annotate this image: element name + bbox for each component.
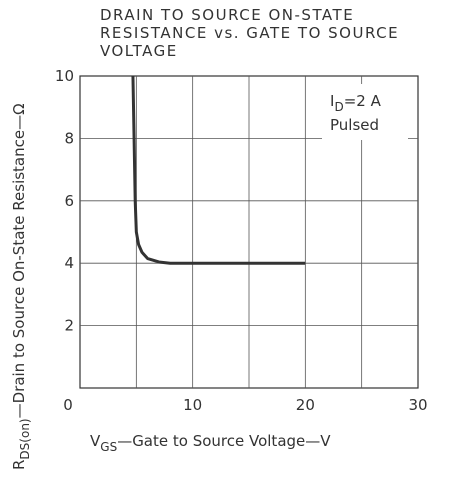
chart-title: RESISTANCE vs. GATE TO SOURCE bbox=[100, 24, 399, 42]
y-label-symbol: R bbox=[10, 460, 28, 470]
x-tick-label: 30 bbox=[408, 396, 427, 414]
chart-title: VOLTAGE bbox=[100, 42, 178, 60]
annotation-symbol: I bbox=[330, 92, 334, 110]
y-axis-label: RDS(on)—Drain to Source On-State Resista… bbox=[10, 103, 32, 470]
x-label-text: —Gate to Source Voltage—V bbox=[117, 432, 331, 450]
y-tick-label: 6 bbox=[64, 192, 74, 210]
y-tick-label: 10 bbox=[55, 67, 74, 85]
x-label-symbol: V bbox=[90, 432, 101, 450]
y-label-text: —Drain to Source On-State Resistance—Ω bbox=[10, 103, 28, 418]
y-label-subscript: DS(on) bbox=[18, 418, 32, 459]
chart-title: DRAIN TO SOURCE ON-STATE bbox=[100, 6, 354, 24]
data-line bbox=[131, 75, 306, 265]
x-tick-label: 10 bbox=[183, 396, 202, 414]
x-tick-label: 0 bbox=[63, 396, 73, 414]
annotation: ID=2 A bbox=[330, 92, 382, 114]
x-axis-label: VGS—Gate to Source Voltage—V bbox=[90, 432, 331, 454]
annotation-text: =2 A bbox=[344, 92, 382, 110]
annotation-box bbox=[322, 84, 408, 140]
x-tick-label: 20 bbox=[296, 396, 315, 414]
y-tick-label: 8 bbox=[64, 129, 74, 147]
x-label-subscript: GS bbox=[100, 440, 117, 454]
annotation-note: Pulsed bbox=[330, 116, 379, 134]
annotation-subscript: D bbox=[334, 100, 343, 114]
y-tick-label: 2 bbox=[64, 317, 74, 335]
y-tick-label: 4 bbox=[64, 254, 74, 272]
